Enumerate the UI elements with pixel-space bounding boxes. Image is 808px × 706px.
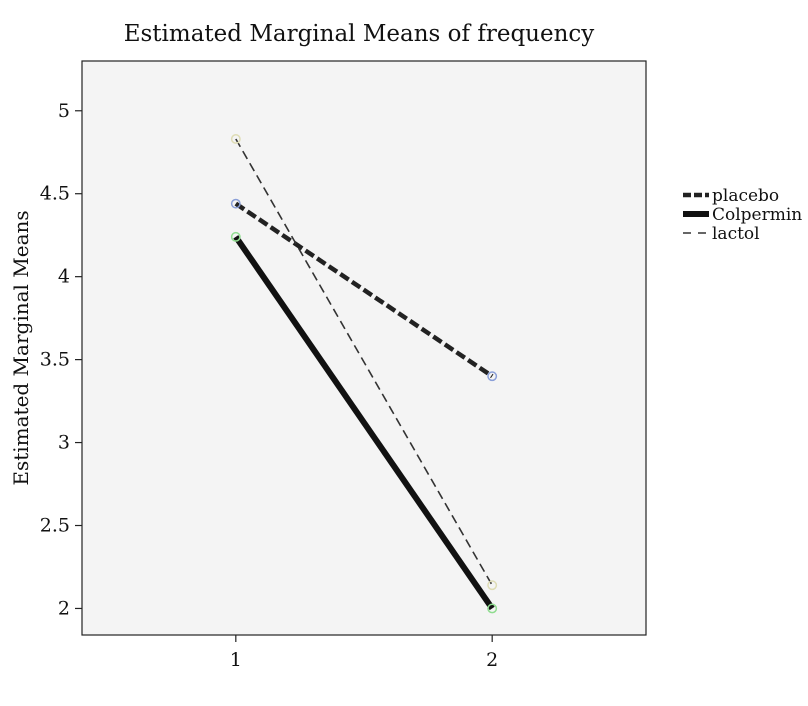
data-point-colpermin	[487, 603, 498, 614]
data-point-placebo	[487, 371, 498, 382]
y-tick-label: 3.5	[40, 349, 70, 371]
y-axis-label: Estimated Marginal Means	[9, 210, 33, 485]
plot-area	[81, 60, 647, 636]
legend-label: Colpermin	[712, 205, 802, 225]
legend-label: placebo	[712, 186, 779, 206]
data-point-lactol	[230, 134, 241, 144]
series-line-placebo	[234, 201, 494, 379]
y-tick-label: 5	[58, 100, 70, 122]
y-tick-label: 4.5	[40, 183, 70, 205]
data-point-placebo	[230, 198, 241, 209]
x-tick-label: 2	[486, 649, 498, 671]
y-tick-label: 4	[58, 266, 70, 288]
data-point-lactol	[487, 580, 498, 591]
y-tick-label: 3	[58, 432, 70, 454]
x-tick-label: 1	[230, 649, 242, 671]
chart-title: Estimated Marginal Means of frequency	[124, 21, 595, 47]
series-layer	[230, 134, 498, 614]
data-point-colpermin	[230, 231, 241, 242]
legend-label: lactol	[712, 224, 760, 244]
y-axis: 2 2.5 3 3.5 4 4.5 5	[40, 100, 82, 619]
y-tick-label: 2.5	[40, 515, 70, 537]
series-line-lactol	[235, 138, 493, 586]
y-tick-label: 2	[58, 597, 70, 619]
series-line-colpermin	[233, 235, 495, 611]
